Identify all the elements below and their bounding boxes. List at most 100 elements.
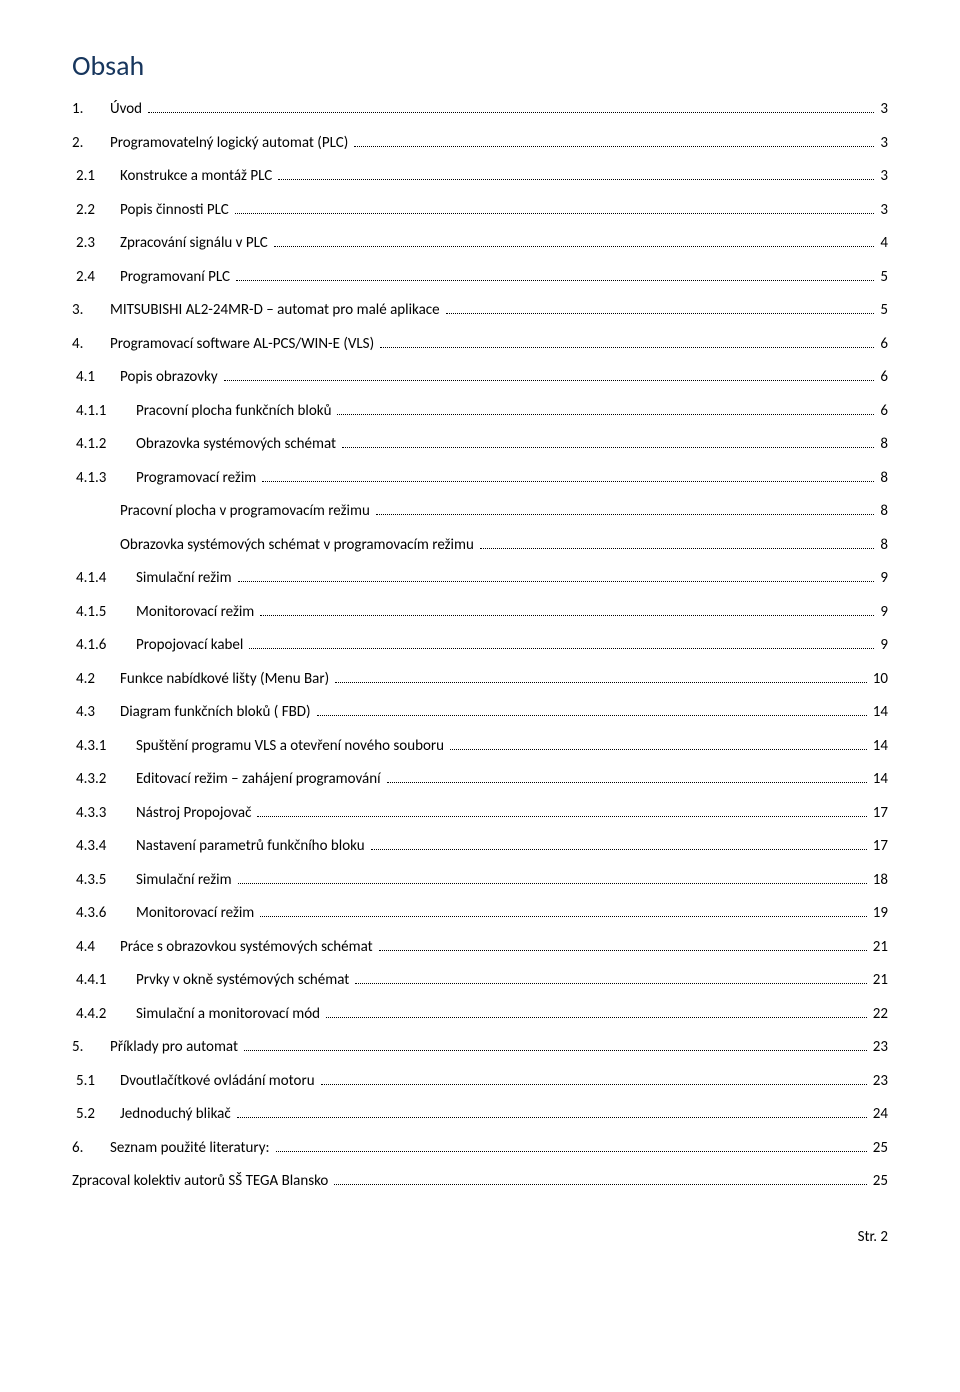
toc-entry-page: 4: [876, 229, 888, 258]
toc-leader-dots: [257, 816, 866, 817]
toc-entry-label: Funkce nabídkové lišty (Menu Bar): [120, 665, 333, 694]
toc-entry[interactable]: Pracovní plocha v programovacím režimu8: [72, 497, 888, 526]
toc-leader-dots: [238, 883, 867, 884]
toc-entry-page: 14: [869, 698, 888, 727]
toc-entry[interactable]: 4.3.5Simulační režim18: [72, 866, 888, 895]
toc-entry-page: 10: [869, 665, 888, 694]
toc-entry[interactable]: 4.3.4Nastavení parametrů funkčního bloku…: [72, 832, 888, 861]
toc-entry[interactable]: 4.3.6Monitorovací režim19: [72, 899, 888, 928]
toc-entry-page: 25: [869, 1167, 888, 1196]
page-title: Obsah: [72, 48, 888, 83]
toc-entry[interactable]: 4.3Diagram funkčních bloků ( FBD) 14: [72, 698, 888, 727]
toc-entry-label: Seznam použité literatury:: [110, 1134, 274, 1163]
toc-leader-dots: [371, 849, 867, 850]
toc-leader-dots: [148, 112, 874, 113]
toc-entry-number: 4.3.4: [76, 832, 136, 861]
toc-entry[interactable]: 4.4.1Prvky v okně systémových schémat21: [72, 966, 888, 995]
toc-entry-number: 4.1.6: [76, 631, 136, 660]
toc-entry-number: 1.: [72, 95, 110, 124]
toc-leader-dots: [321, 1084, 867, 1085]
toc-leader-dots: [337, 414, 874, 415]
toc-entry-number: 4.3: [76, 698, 120, 727]
toc-entry-page: 25: [869, 1134, 888, 1163]
toc-leader-dots: [335, 682, 867, 683]
toc-entry[interactable]: 4.1.4Simulační režim9: [72, 564, 888, 593]
toc-entry[interactable]: 4.4.2Simulační a monitorovací mód 22: [72, 1000, 888, 1029]
toc-entry-number: 5.: [72, 1033, 110, 1062]
toc-entry-number: 2.2: [76, 196, 120, 225]
toc-entry-label: MITSUBISHI AL2-24MR-D – automat pro malé…: [110, 296, 444, 325]
toc-entry[interactable]: 2.3Zpracování signálu v PLC4: [72, 229, 888, 258]
toc-entry-number: 4.3.5: [76, 866, 136, 895]
toc-entry[interactable]: 5.Příklady pro automat23: [72, 1033, 888, 1062]
toc-entry-label: Zpracoval kolektiv autorů SŠ TEGA Blansk…: [72, 1167, 332, 1196]
toc-entry-number: 4.1.2: [76, 430, 136, 459]
toc-entry[interactable]: 4.Programovací software AL-PCS/WIN-E (VL…: [72, 330, 888, 359]
toc-entry-page: 5: [876, 263, 888, 292]
toc-entry-label: Obrazovka systémových schémat: [136, 430, 340, 459]
toc-leader-dots: [317, 715, 867, 716]
toc-entry[interactable]: 2.4Programovaní PLC5: [72, 263, 888, 292]
toc-leader-dots: [278, 179, 874, 180]
toc-leader-dots: [236, 280, 874, 281]
toc-entry-page: 14: [869, 765, 888, 794]
toc-entry-number: 4.4.2: [76, 1000, 136, 1029]
toc-entry[interactable]: 4.1.6Propojovací kabel9: [72, 631, 888, 660]
toc-entry[interactable]: 4.3.1Spuštění programu VLS a otevření no…: [72, 732, 888, 761]
toc-entry[interactable]: 4.3.2Editovací režim – zahájení programo…: [72, 765, 888, 794]
toc-entry[interactable]: 6.Seznam použité literatury:25: [72, 1134, 888, 1163]
toc-entry[interactable]: 2.Programovatelný logický automat (PLC)3: [72, 129, 888, 158]
toc-leader-dots: [224, 380, 875, 381]
toc-entry-label: Monitorovací režim: [136, 899, 258, 928]
toc-entry-page: 8: [876, 497, 888, 526]
toc-entry[interactable]: 4.4Práce s obrazovkou systémových schéma…: [72, 933, 888, 962]
toc-entry-number: 4.: [72, 330, 110, 359]
toc-entry-number: 4.1.3: [76, 464, 136, 493]
toc-entry-page: 17: [869, 799, 888, 828]
toc-entry[interactable]: 4.1.5Monitorovací režim9: [72, 598, 888, 627]
toc-entry-label: Propojovací kabel: [136, 631, 247, 660]
toc-entry-label: Popis činnosti PLC: [120, 196, 233, 225]
toc-leader-dots: [342, 447, 874, 448]
toc-leader-dots: [260, 916, 866, 917]
toc-entry-page: 5: [876, 296, 888, 325]
toc-entry[interactable]: 5.2Jednoduchý blikač24: [72, 1100, 888, 1129]
toc-entry-label: Spuštění programu VLS a otevření nového …: [136, 732, 448, 761]
toc-entry[interactable]: 5.1Dvoutlačítkové ovládání motoru23: [72, 1067, 888, 1096]
toc-entry-label: Simulační a monitorovací mód: [136, 1000, 324, 1029]
toc-entry-label: Příklady pro automat: [110, 1033, 242, 1062]
toc-entry[interactable]: 1.Úvod3: [72, 95, 888, 124]
toc-entry[interactable]: 3.MITSUBISHI AL2-24MR-D – automat pro ma…: [72, 296, 888, 325]
toc-leader-dots: [387, 782, 867, 783]
toc-entry[interactable]: Zpracoval kolektiv autorů SŠ TEGA Blansk…: [72, 1167, 888, 1196]
toc-entry[interactable]: 4.3.3Nástroj Propojovač17: [72, 799, 888, 828]
toc-entry-page: 22: [869, 1000, 888, 1029]
toc-entry-number: 2.3: [76, 229, 120, 258]
toc-entry-label: Programovací režim: [136, 464, 260, 493]
toc-entry-number: 5.1: [76, 1067, 120, 1096]
toc-leader-dots: [450, 749, 867, 750]
toc-entry[interactable]: 4.1Popis obrazovky6: [72, 363, 888, 392]
toc-entry[interactable]: 2.2Popis činnosti PLC3: [72, 196, 888, 225]
toc-entry[interactable]: 4.1.3Programovací režim8: [72, 464, 888, 493]
toc-entry[interactable]: 4.1.2Obrazovka systémových schémat8: [72, 430, 888, 459]
toc-entry-label: Programovatelný logický automat (PLC): [110, 129, 352, 158]
toc-entry[interactable]: Obrazovka systémových schémat v programo…: [72, 531, 888, 560]
toc-entry-page: 18: [869, 866, 888, 895]
toc-entry-page: 6: [876, 397, 888, 426]
toc-entry-page: 21: [869, 933, 888, 962]
toc-leader-dots: [380, 347, 874, 348]
toc-entry[interactable]: 2.1Konstrukce a montáž PLC3: [72, 162, 888, 191]
toc-entry-label: Diagram funkčních bloků ( FBD): [120, 698, 315, 727]
toc-entry-number: 4.3.1: [76, 732, 136, 761]
toc-entry-page: 8: [876, 531, 888, 560]
toc-entry[interactable]: 4.1.1Pracovní plocha funkčních bloků6: [72, 397, 888, 426]
toc-entry-label: Programovací software AL-PCS/WIN-E (VLS): [110, 330, 378, 359]
toc-entry-label: Nastavení parametrů funkčního bloku: [136, 832, 369, 861]
toc-entry-label: Simulační režim: [136, 564, 236, 593]
toc-leader-dots: [237, 1117, 867, 1118]
toc-entry-label: Úvod: [110, 95, 146, 124]
toc-leader-dots: [446, 313, 875, 314]
toc-leader-dots: [238, 581, 875, 582]
toc-entry[interactable]: 4.2Funkce nabídkové lišty (Menu Bar)10: [72, 665, 888, 694]
